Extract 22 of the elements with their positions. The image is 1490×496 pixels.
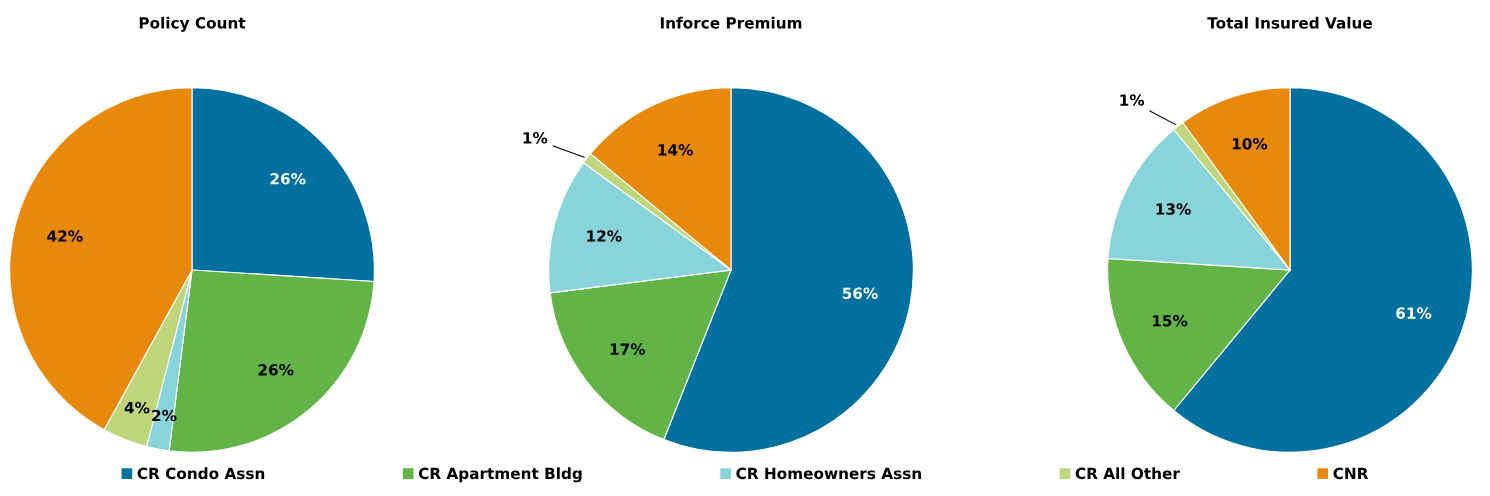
data-label: 61% <box>1396 307 1432 319</box>
data-label: 4% <box>124 401 150 414</box>
chart-title: Total Insured Value <box>1207 16 1373 29</box>
data-label: 13% <box>1156 203 1191 215</box>
data-label: 14% <box>658 144 693 156</box>
data-label: 56% <box>842 287 878 300</box>
chart-title: Policy Count <box>139 16 246 32</box>
data-label: 10% <box>1232 138 1268 150</box>
legend-label: CNR <box>1333 467 1369 480</box>
data-label: 1% <box>1120 94 1145 106</box>
data-label: 42% <box>47 230 83 242</box>
data-label: 26% <box>258 364 294 376</box>
data-label: 26% <box>270 173 306 185</box>
data-label: 17% <box>610 343 646 355</box>
chart-title: Inforce Premium <box>660 16 802 29</box>
data-label: 1% <box>523 132 548 144</box>
legend-label: CR All Other <box>1075 467 1180 480</box>
data-label: 15% <box>1152 315 1188 327</box>
legend-label: CR Apartment Bldg <box>418 467 582 483</box>
data-label: 12% <box>587 230 622 242</box>
legend-label: CR Homeowners Assn <box>736 467 921 480</box>
legend-label: CR Condo Assn <box>137 467 265 480</box>
